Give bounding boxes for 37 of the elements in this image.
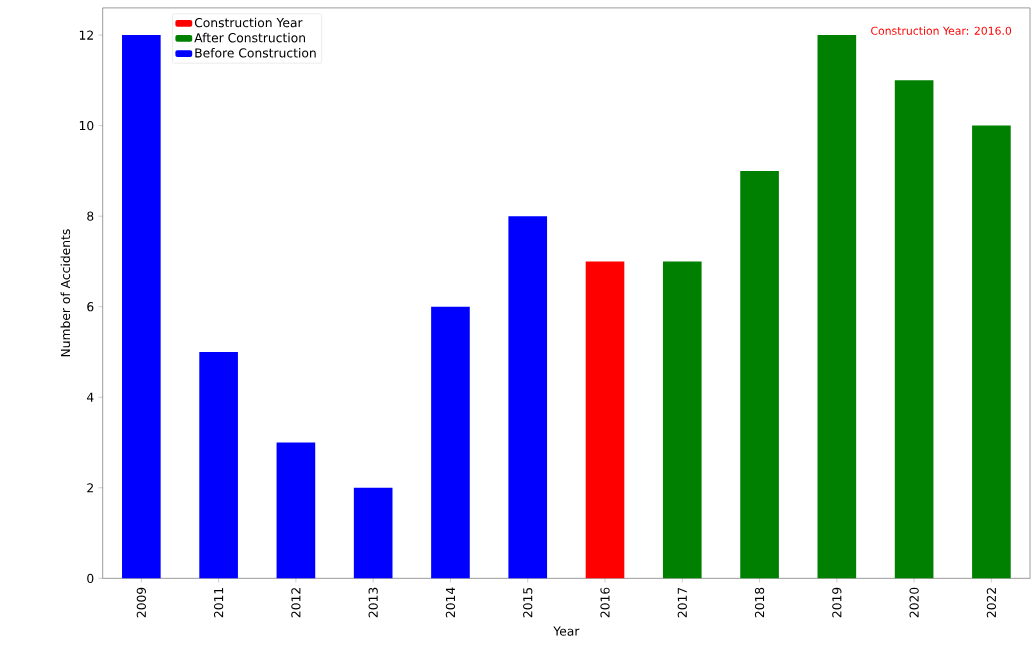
annotation: Construction Year: 2016.0 [871, 26, 1012, 35]
bar [972, 125, 1011, 579]
bar [894, 80, 934, 579]
bar [585, 261, 625, 579]
x-tick-label: 2017 [677, 587, 687, 618]
y-tick-label: 0 [87, 573, 94, 583]
bar [508, 215, 548, 579]
legend-label: Construction Year [194, 17, 303, 28]
bar [740, 170, 779, 579]
bar [431, 306, 470, 579]
x-tick-label: 2016 [600, 587, 610, 618]
y-tick-label: 12 [79, 30, 93, 40]
y-tick-label: 4 [86, 392, 94, 402]
x-tick-label: 2014 [445, 587, 456, 618]
x-tick-label: 2022 [986, 587, 997, 618]
bar [817, 34, 857, 579]
bar [276, 442, 316, 579]
bar [662, 261, 702, 579]
y-tick-label: 8 [87, 211, 94, 221]
x-tick-label: 2011 [213, 587, 224, 618]
legend-label: Before Construction [195, 47, 316, 58]
x-tick-label: 2020 [909, 587, 919, 618]
bar [353, 487, 393, 579]
y-axis-title: Number of Accidents [60, 229, 71, 357]
legend-label: After Construction [194, 32, 305, 43]
x-tick-label: 2019 [832, 587, 842, 618]
x-tick-label: 2012 [291, 587, 301, 618]
bar [199, 351, 238, 579]
y-tick-label: 2 [87, 483, 93, 493]
y-tick-label: 6 [87, 301, 94, 312]
x-tick-label: 2018 [754, 587, 765, 618]
y-tick-label: 10 [79, 120, 94, 131]
bar [122, 34, 161, 579]
x-tick-label: 2013 [368, 587, 378, 618]
x-axis-title: Year [553, 626, 580, 636]
x-tick-label: 2015 [523, 587, 533, 618]
x-tick-label: 2009 [136, 587, 146, 618]
